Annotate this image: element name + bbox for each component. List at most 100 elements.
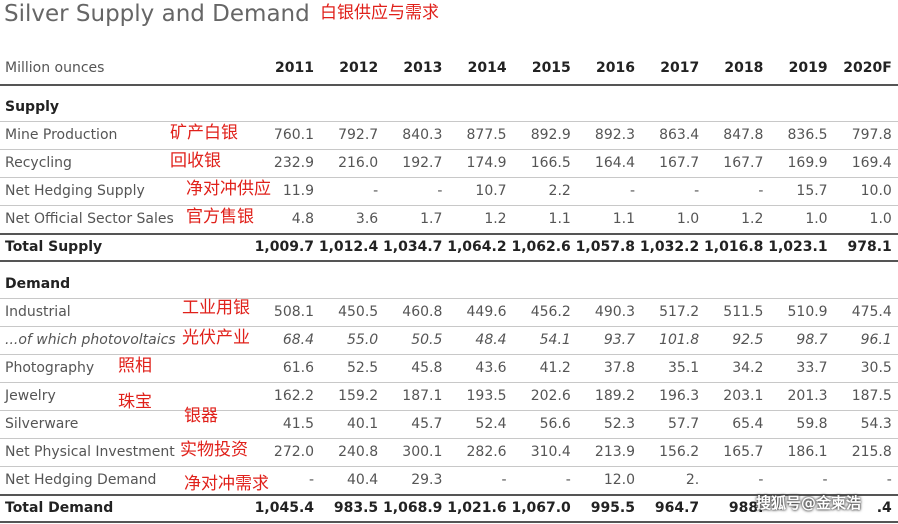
cell: 978.1 — [847, 239, 892, 255]
cell: 1,034.7 — [383, 239, 443, 255]
cell: 45.8 — [411, 360, 443, 376]
cell: 45.7 — [411, 416, 443, 432]
cell: 510.9 — [787, 304, 828, 320]
cell: 164.4 — [594, 155, 635, 171]
cell: 192.7 — [402, 155, 443, 171]
cell: 196.3 — [659, 388, 700, 404]
cell: 169.9 — [787, 155, 828, 171]
cell: 1.2 — [484, 211, 507, 227]
cell: 1.0 — [869, 211, 892, 227]
cell: 1.0 — [805, 211, 828, 227]
cell: - — [373, 183, 379, 199]
cell: 847.8 — [723, 127, 764, 143]
row-note: 净对冲需求 — [184, 474, 269, 494]
cell: 240.8 — [338, 444, 379, 460]
cell: 508.1 — [273, 304, 314, 320]
cell: 189.2 — [594, 388, 635, 404]
row-note: 实物投资 — [180, 440, 248, 460]
cell: 475.4 — [851, 304, 892, 320]
cell: 1,021.6 — [447, 500, 507, 516]
cell: 840.3 — [402, 127, 443, 143]
cell: 216.0 — [338, 155, 379, 171]
cell: 52.3 — [603, 416, 635, 432]
cell: 167.7 — [659, 155, 700, 171]
cell: 187.1 — [402, 388, 443, 404]
cell: 166.5 — [530, 155, 571, 171]
cell: 1.2 — [741, 211, 764, 227]
cell: 54.3 — [860, 416, 892, 432]
title-note: 白银供应与需求 — [320, 3, 439, 23]
cell: 1,067.0 — [511, 500, 571, 516]
cell: 792.7 — [338, 127, 379, 143]
cell: 4.8 — [291, 211, 314, 227]
cell: 61.6 — [282, 360, 314, 376]
cell: 2017 — [660, 60, 700, 76]
row-note: 银器 — [184, 406, 218, 426]
cell: 10.7 — [475, 183, 507, 199]
cell: 169.4 — [851, 155, 892, 171]
rule — [0, 121, 898, 122]
cell: 98.7 — [796, 332, 828, 348]
cell: 1,009.7 — [254, 239, 314, 255]
cell: 165.7 — [723, 444, 764, 460]
row-label: Mine Production — [5, 127, 118, 143]
cell: 167.7 — [723, 155, 764, 171]
row-label: Net Physical Investment — [5, 444, 175, 460]
row-label: Industrial — [5, 304, 71, 320]
cell: 68.4 — [282, 332, 314, 348]
cell: 1.7 — [420, 211, 443, 227]
cell: 101.8 — [659, 332, 700, 348]
cell: 201.3 — [787, 388, 828, 404]
rule-thick — [0, 521, 898, 523]
cell: 232.9 — [273, 155, 314, 171]
cell: 863.4 — [659, 127, 700, 143]
cell: 1.1 — [548, 211, 571, 227]
title: Silver Supply and Demand — [4, 1, 310, 27]
cell: 34.2 — [732, 360, 764, 376]
rule — [0, 466, 898, 467]
cell: 187.5 — [851, 388, 892, 404]
cell: 1,068.9 — [383, 500, 443, 516]
cell: 2011 — [275, 60, 314, 76]
cell: 272.0 — [273, 444, 314, 460]
cell: - — [694, 183, 700, 199]
cell: 2016 — [596, 60, 635, 76]
row-note: 矿产白银 — [170, 123, 238, 143]
cell: 1,012.4 — [318, 239, 379, 255]
row-label: Recycling — [5, 155, 72, 171]
row-label: Net Official Sector Sales — [5, 211, 174, 227]
row-note: 工业用银 — [182, 298, 250, 318]
cell: 59.8 — [796, 416, 828, 432]
cell: 37.8 — [603, 360, 635, 376]
cell: 93.7 — [603, 332, 635, 348]
row-note: 光伏产业 — [182, 328, 250, 348]
cell: 48.4 — [475, 332, 507, 348]
rule — [0, 326, 898, 327]
cell: 892.9 — [530, 127, 571, 143]
cell: 1.0 — [676, 211, 700, 227]
cell: 33.7 — [796, 360, 828, 376]
cell: 995.5 — [590, 500, 635, 516]
cell: 1,023.1 — [768, 239, 828, 255]
section-title: Demand — [5, 276, 71, 292]
cell: 174.9 — [466, 155, 507, 171]
row-label: Net Hedging Supply — [5, 183, 145, 199]
section-title: Supply — [5, 99, 60, 115]
cell: 511.5 — [723, 304, 764, 320]
cell: 892.3 — [594, 127, 635, 143]
unit-label: Million ounces — [5, 60, 105, 76]
cell: .4 — [876, 500, 892, 516]
cell: - — [758, 472, 764, 488]
rule — [0, 298, 898, 299]
cell: - — [886, 472, 892, 488]
cell: 193.5 — [466, 388, 507, 404]
cell: 15.7 — [796, 183, 828, 199]
cell: 11.9 — [282, 183, 314, 199]
cell: - — [308, 472, 314, 488]
cell: 2013 — [403, 60, 443, 76]
cell: - — [629, 183, 635, 199]
rule-thick — [0, 233, 898, 235]
total-label: Total Demand — [5, 500, 114, 516]
cell: 50.5 — [411, 332, 443, 348]
rule-thick — [0, 260, 898, 262]
